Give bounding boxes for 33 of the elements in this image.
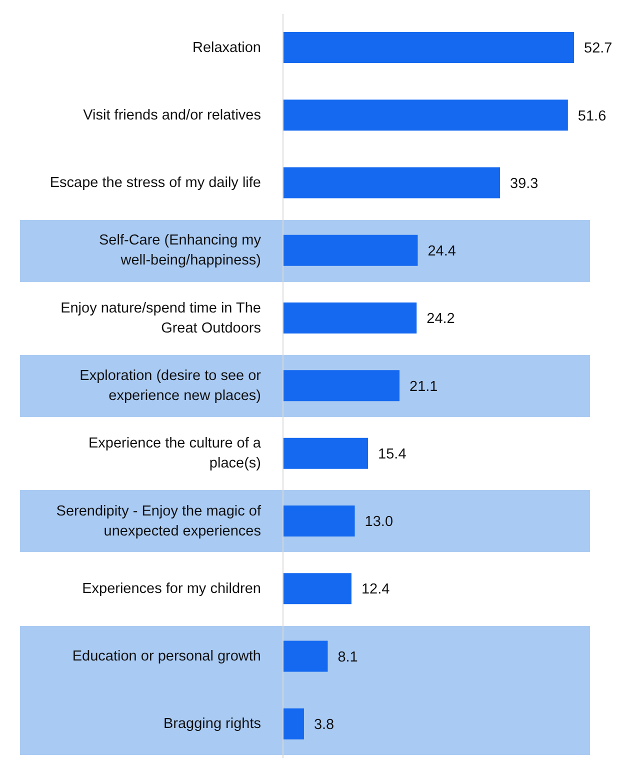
- data-label: 13.0: [364, 514, 394, 530]
- bar: [283, 573, 352, 604]
- bar: [283, 438, 368, 469]
- y-tick-label: Relaxation: [192, 40, 261, 56]
- data-label: 24.4: [428, 244, 456, 260]
- y-tick-label: Education or personal growth: [72, 648, 261, 665]
- bar: [283, 100, 568, 131]
- bar: [283, 302, 417, 334]
- bar: [283, 708, 304, 740]
- y-tick-label: Enjoy nature/spend time in The Great Outdoors: [60, 300, 261, 336]
- bar: [283, 32, 574, 63]
- data-label: 21.1: [410, 378, 438, 395]
- data-label: 12.4: [361, 582, 390, 598]
- y-tick-label: Exploration (desire to see or experience new places): [80, 368, 262, 404]
- data-label: 51.6: [578, 108, 606, 124]
- y-tick-label: Serendipity - Enjoy the magic of unexpected experiences: [56, 503, 262, 540]
- data-label: 52.7: [584, 40, 612, 57]
- bar: [283, 167, 500, 198]
- y-tick-label: Visit friends and/or relatives: [83, 107, 261, 124]
- data-label: 8.1: [338, 649, 358, 666]
- y-tick-label: Escape the stress of my daily life: [50, 175, 261, 192]
- data-label: 15.4: [378, 446, 406, 462]
- bar: [283, 370, 400, 402]
- y-tick-label: Self-Care (Enhancing my well-being/happiness): [99, 232, 262, 269]
- data-label: 3.8: [314, 717, 334, 734]
- y-tick-label: Experience the culture of a place(s): [88, 436, 262, 472]
- y-tick-label: Bragging rights: [163, 716, 261, 732]
- bar: [283, 640, 328, 672]
- data-label: 24.2: [426, 311, 455, 328]
- y-tick-label: Experiences for my children: [82, 580, 261, 597]
- data-label: 39.3: [510, 176, 538, 192]
- bar: [283, 234, 418, 266]
- bar: [283, 505, 355, 536]
